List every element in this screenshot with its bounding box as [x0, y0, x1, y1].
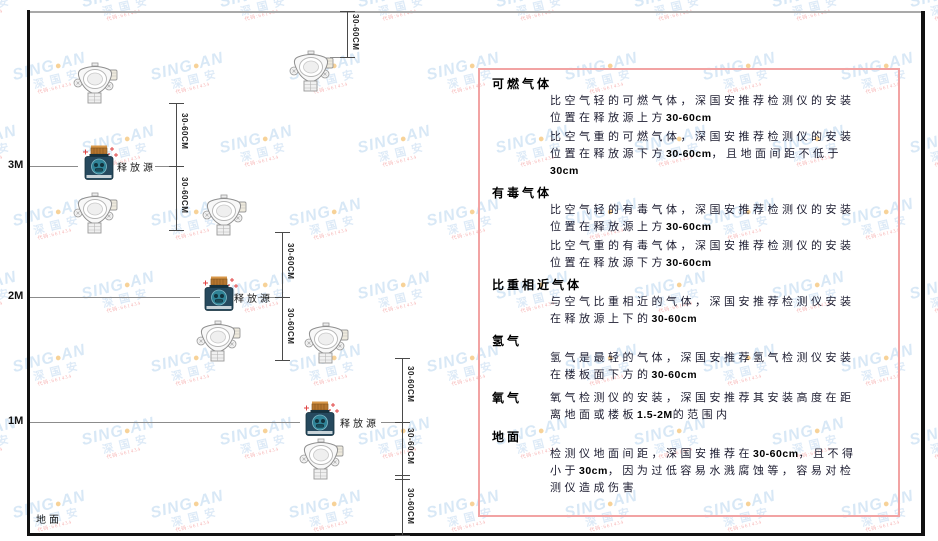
dimension-line-2m: 30-60CM 30-60CM: [275, 232, 295, 361]
level-label-1m: 1M: [8, 415, 24, 427]
section-paragraph: 比空气轻的有毒气体，深国安推荐检测仪的安装位置在释放源上方30-60cm: [550, 204, 855, 233]
gas-detector-icon: [298, 438, 344, 485]
level-label-3m: 3M: [8, 159, 24, 171]
dimension-line-ceiling: 30-60CM: [340, 11, 360, 58]
gas-detector-icon: [288, 50, 334, 97]
ceiling-dim-connector: [330, 57, 342, 58]
gas-detector-icon: [195, 320, 241, 367]
right-wall-line: [921, 11, 925, 536]
panel-section: 可燃气体比空气轻的可燃气体，深国安推荐检测仪的安装位置在释放源上方30-60cm…: [492, 77, 886, 180]
ground-label: 地面: [36, 515, 62, 526]
section-paragraph: 比空气重的有毒气体，深国安推荐检测仪的安装位置在释放源下方30-60cm: [550, 240, 855, 269]
section-heading: 可燃气体: [492, 77, 553, 91]
level-label-2m: 2M: [8, 290, 24, 302]
section-paragraph: 与空气比重相近的气体，深国安推荐检测仪安装在释放源上下的30-60cm: [550, 296, 855, 325]
dimension-label: 30-60CM: [406, 366, 415, 403]
section-paragraph: 氢气是最轻的气体，深国安推荐氢气检测仪安装在楼板面下方的30-60cm: [550, 352, 855, 381]
dimension-label: 30-60CM: [286, 308, 295, 345]
section-paragraph: 比空气轻的可燃气体，深国安推荐检测仪的安装位置在释放源上方30-60cm: [550, 95, 855, 124]
section-heading: 地面: [492, 430, 523, 444]
release-source-label: 释放源: [117, 163, 156, 174]
level-connector-1m: [381, 422, 397, 423]
gas-detector-icon: [72, 192, 118, 239]
dimension-label: 30-60CM: [406, 428, 415, 465]
release-source-label: 释放源: [340, 419, 379, 430]
panel-section: 氧气 氧气检测仪的安装，深国安推荐其安装高度在距离地面或楼板1.5-2M的范围内: [492, 390, 886, 424]
dimension-label: 30-60CM: [286, 243, 295, 280]
panel-section: 地面检测仪地面间距，深国安推荐在30-60cm，且不得小于30cm，因为过低容易…: [492, 430, 886, 497]
section-paragraph: 检测仪地面间距，深国安推荐在30-60cm，且不得小于30cm，因为过低容易水溅…: [550, 448, 857, 494]
dimension-label: 30-60CM: [406, 488, 415, 525]
level-line-3m: [30, 166, 78, 167]
release-source-icon: [79, 145, 119, 187]
section-heading: 氢气: [492, 334, 523, 348]
panel-section: 氢气氢气是最轻的气体，深国安推荐氢气检测仪安装在楼板面下方的30-60cm: [492, 334, 886, 384]
dimension-label: 30-60CM: [351, 14, 360, 51]
ceiling-line: [27, 11, 925, 13]
section-heading: 氧气: [492, 391, 523, 405]
section-paragraph: 氧气检测仪的安装，深国安推荐其安装高度在距离地面或楼板1.5-2M的范围内: [550, 392, 855, 421]
panel-section: 有毒气体比空气轻的有毒气体，深国安推荐检测仪的安装位置在释放源上方30-60cm…: [492, 186, 886, 272]
level-connector-3m: [155, 166, 172, 167]
dimension-line-1m: 30-60CM 30-60CM 30-60CM: [395, 358, 415, 536]
dimension-label: 30-60CM: [180, 177, 189, 214]
release-source-icon: [300, 401, 340, 443]
floor-line: [27, 533, 925, 536]
release-source-label: 释放源: [234, 294, 273, 305]
section-paragraph: 比空气重的可燃气体，深国安推荐检测仪的安装位置在释放源下方30-60cm，且地面…: [550, 131, 855, 177]
gas-detector-icon: [72, 62, 118, 109]
level-connector-2m: [258, 297, 277, 298]
panel-section: 比重相近气体与空气比重相近的气体，深国安推荐检测仪安装在释放源上下的30-60c…: [492, 278, 886, 328]
level-line-2m: [30, 297, 200, 298]
left-wall-line: [27, 10, 30, 536]
section-heading: 比重相近气体: [492, 278, 583, 292]
info-panel: 可燃气体比空气轻的可燃气体，深国安推荐检测仪的安装位置在释放源上方30-60cm…: [478, 68, 900, 517]
section-heading: 有毒气体: [492, 186, 553, 200]
release-source-icon: [199, 276, 239, 318]
level-line-1m: [30, 422, 300, 423]
gas-detector-icon: [201, 194, 247, 241]
dimension-label: 30-60CM: [180, 113, 189, 150]
dimension-line-3m: 30-60CM 30-60CM: [169, 103, 189, 231]
gas-detector-icon: [303, 322, 349, 369]
